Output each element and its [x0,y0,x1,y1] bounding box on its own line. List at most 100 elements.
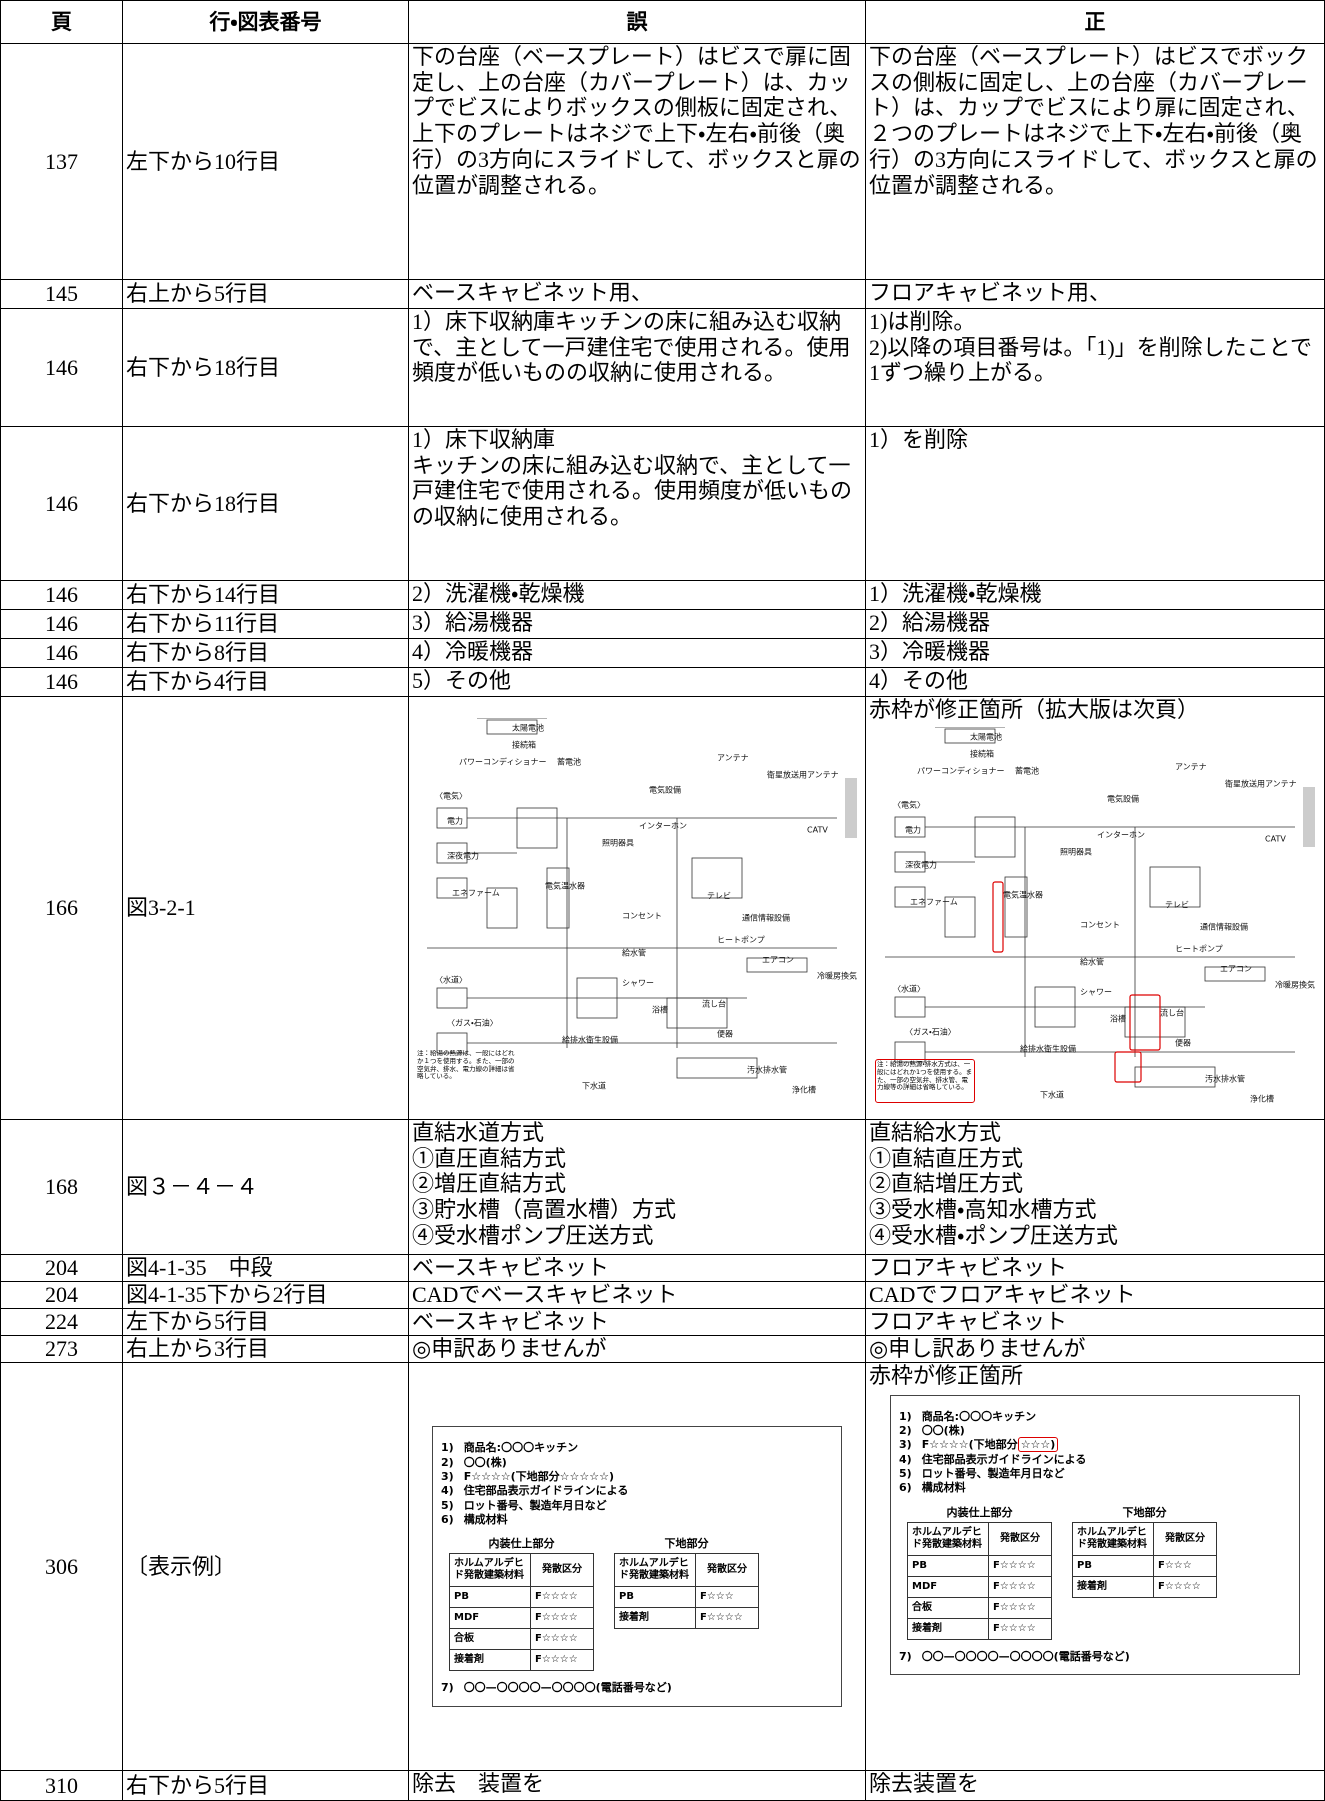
correct-text: 2）給湯機器 [869,610,991,636]
example-cell: F☆☆☆☆ [695,1607,759,1630]
example-item: 7) 〇〇—〇〇〇〇—〇〇〇〇(電話番号など) [899,1650,1291,1664]
location: 右下から18行目 [122,308,409,427]
page-number: 146 [0,308,123,427]
example-row: 接着剤 F☆☆☆☆ [907,1617,1052,1640]
correct-cell: フロアキャビネット [865,1308,1325,1336]
equipment-box [894,996,926,1018]
wrong-text: 4）冷暖機器 [412,639,534,665]
example-item: 6) 構成材料 [899,1481,1291,1495]
diagram-label: 電気設備 [649,785,681,795]
diagram-label: 衛星放送用アンテナ [1225,778,1297,788]
wrong-text: ベースキャビネット用、 [412,280,653,306]
correct-cell: 赤枠が修正箇所 1) 商品名:〇〇〇キッチン 2) 〇〇(株) 3) F☆☆☆☆(下地部分 ☆… [865,1362,1325,1771]
correct-cell: フロアキャビネット [865,1254,1325,1282]
example-row: MDF F☆☆☆☆ [449,1607,594,1630]
diagram-label: 冷暖房換気設備 [1275,979,1315,989]
page-number: 145 [0,279,123,309]
page-number: 146 [0,638,123,668]
example-head-cell: 発散区分 [695,1553,759,1588]
page-number: 146 [0,580,123,610]
wrong-cell: CADでベースキャビネット [408,1281,866,1309]
wrong-text: ベースキャビネット [412,1255,609,1281]
location: 右下から5行目 [122,1770,409,1801]
example-row: 接着剤 F☆☆☆☆ [1072,1575,1217,1598]
item-number: 4) [441,1484,454,1498]
location: 右下から18行目 [122,426,409,581]
example-head-cell: ホルムアルデヒド発散建築材料 [1072,1521,1154,1556]
location: 左下から5行目 [122,1308,409,1336]
item-text: 商品名:〇〇〇キッチン [463,1441,579,1455]
correct-cell: 3）冷暖機器 [865,638,1325,668]
header-cell: 行・図表番号 [122,0,409,44]
example-row: PB F☆☆☆ [1072,1554,1217,1577]
item-number: 5) [899,1466,912,1480]
example-cell: 合板 [449,1628,531,1651]
errata-row: 168 図３－４－４ 直結水道方式 ①直圧直結方式 ②増圧直結方式 ③貯水槽（高置水… [0,1119,1325,1255]
example-row: PB F☆☆☆☆ [449,1586,594,1609]
example-row: PB F☆☆☆☆ [907,1554,1052,1577]
diagram-label: アンテナ [717,754,749,763]
example-item: 1) 商品名:〇〇〇キッチン [899,1410,1291,1424]
wrong-text: 除去 装置を [412,1771,545,1797]
wrong-cell: ベースキャビネット [408,1308,866,1336]
diagram-label: 浄化槽 [1250,1093,1274,1103]
location: 図3-2-1 [122,696,409,1120]
table-title: 内装仕上部分 [488,1537,555,1551]
item-text-part: F☆☆☆☆(下地部分 [921,1438,1018,1452]
errata-row: 146 右下から4行目 5）その他 4）その他 [0,667,1325,697]
location: 右下から4行目 [122,667,409,697]
example-cell: F☆☆☆☆ [988,1554,1052,1577]
diagram-label: インターホン [639,822,687,831]
equipment-box [894,886,926,908]
example-cell: 合板 [907,1596,989,1619]
diagram-label: アンテナ [1175,762,1207,771]
correction-frame [1129,994,1161,1051]
errata-row: 146 右下から8行目 4）冷暖機器 3）冷暖機器 [0,638,1325,668]
example-item: 6) 構成材料 [441,1513,833,1527]
item-text: 住宅部品表示ガイドラインによる [921,1452,1087,1466]
item-text: F☆☆☆☆(下地部分 ☆☆☆) [921,1437,1059,1453]
example-item: 1) 商品名:〇〇〇キッチン [441,1441,833,1455]
errata-row: 310 右下から5行目 除去 装置を 除去装置を [0,1770,1325,1801]
item-number: 3) [899,1438,912,1452]
diagram-label: 〈水道〉 [435,975,467,985]
location: 右下から14行目 [122,580,409,610]
item-text: F☆☆☆☆(下地部分☆☆☆☆☆) [463,1469,615,1483]
correct-cell: 1)は削除。 2)以降の項目番号は。「1)」を削除したことで1ずつ繰り上がる。 [865,308,1325,427]
example-cell: F☆☆☆☆ [530,1649,594,1672]
example-table: ホルムアルデヒド発散建築材料 発散区分 PB F☆☆☆☆ MDF F☆☆☆☆ 合板 F☆☆☆☆… [449,1553,594,1672]
errata-row: 273 右上から3行目 ◎申訳ありませんが ◎申し訳ありませんが [0,1335,1325,1363]
equipment-box [436,877,468,899]
equipment-box [676,1057,758,1079]
equipment-box [1004,876,1028,938]
errata-row: 146 右下から14行目 2）洗濯機・乾燥機 1）洗濯機・乾燥機 [0,580,1325,610]
example-row: 合板 F☆☆☆☆ [907,1596,1052,1619]
diagram-label: 流し台 [702,999,726,1009]
item-number: 6) [441,1512,454,1526]
wrong-cell: 1）床下収納庫 キッチンの床に組み込む収納で、主として一戸建住宅で使用される。使… [408,426,866,581]
example-cell: MDF [907,1575,989,1598]
diagram-label: 給排水衛生設備 [1020,1043,1076,1053]
wrong-cell: ◎申訳ありませんが [408,1335,866,1363]
correct-cell: 直結給水方式 ①直結直圧方式 ②直結増圧方式 ③受水槽・高知水槽方式 ④受水槽・… [865,1119,1325,1255]
example-head-row: ホルムアルデヒド発散建築材料 発散区分 [907,1521,1052,1556]
diagram-label: 太陽電池 [970,731,1002,741]
correct-text: 1）洗濯機・乾燥機 [869,581,1042,607]
diagram-label: ヒートポンプ [717,936,765,945]
wrong-cell: 下の台座（ベースプレート）はビスで扉に固定し、上の台座（カバープレート）は、カッ… [408,43,866,280]
wrong-cell: 2）洗濯機・乾燥機 [408,580,866,610]
item-text: 構成材料 [921,1481,966,1495]
correct-caption: 赤枠が修正箇所 [869,1363,1024,1389]
correct-cell: 1）洗濯機・乾燥機 [865,580,1325,610]
diagram-label: 通信情報設備 [1200,921,1248,931]
correction-frame: ☆☆☆) [1017,1437,1059,1453]
example-head-cell: ホルムアルデヒド発散建築材料 [614,1553,696,1588]
note-box: 注：給湯の熱源・排水方式は、一般にはどれか1つを使用する。また、一部の空気弁、排… [875,1058,975,1103]
diagram-label: 接続箱 [970,748,994,758]
diagram-label: 蓄電池 [1015,765,1039,775]
diagram-label: 衛星放送用アンテナ [767,770,839,780]
diagram-label: 下水道 [582,1081,606,1091]
example-item: 3) F☆☆☆☆(下地部分☆☆☆☆☆) [441,1470,833,1484]
location: 右上から5行目 [122,279,409,309]
correct-text: フロアキャビネット [869,1255,1068,1281]
